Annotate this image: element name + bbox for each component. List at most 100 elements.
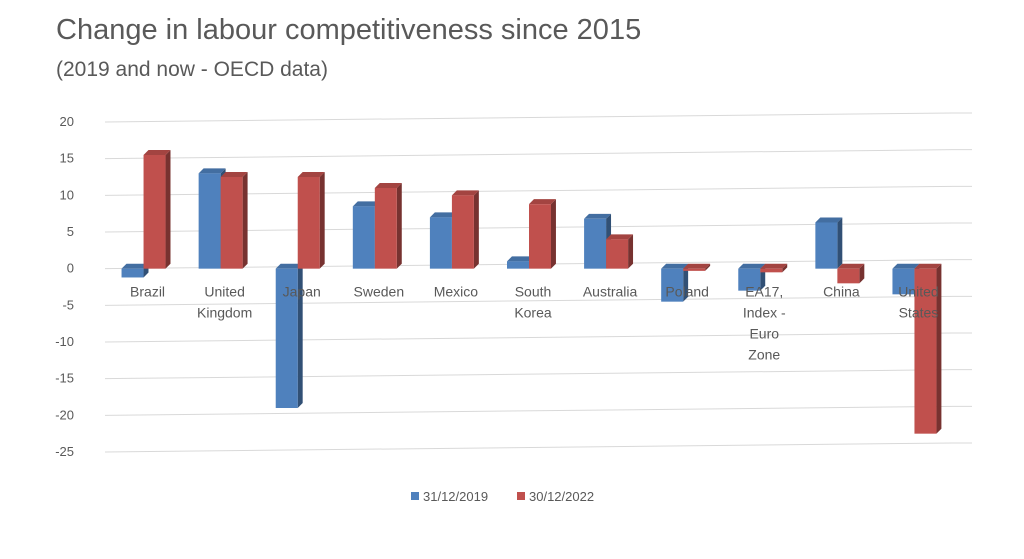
legend-label: 31/12/2019 — [423, 489, 488, 504]
bar — [815, 222, 838, 269]
category-group — [661, 263, 711, 302]
category-label: EA17, Index -Euro Zone — [743, 284, 786, 363]
legend: 31/12/2019 30/12/2022 — [411, 489, 594, 504]
bar-top — [275, 263, 303, 269]
bar-top — [837, 263, 865, 269]
legend-item: 30/12/2022 — [517, 489, 594, 504]
bar-side — [165, 150, 171, 269]
category-label: China — [823, 284, 860, 300]
y-tick-label: 20 — [60, 114, 74, 129]
bar — [892, 268, 915, 295]
bar-top — [374, 183, 402, 188]
category-group — [584, 213, 634, 269]
bar — [738, 268, 761, 291]
category-group — [275, 172, 325, 408]
bar-side — [551, 199, 556, 269]
category-label: Australia — [583, 284, 638, 300]
gridline — [104, 369, 954, 380]
legend-swatch — [517, 492, 525, 500]
category-label: Sweden — [354, 284, 405, 300]
bar-side — [782, 263, 788, 273]
gridline — [104, 405, 954, 416]
bar — [297, 177, 320, 269]
bar — [606, 239, 629, 269]
bar-top — [529, 199, 556, 205]
bar-top — [584, 213, 612, 219]
bar-side — [473, 190, 479, 269]
chart-title: Change in labour competitiveness since 2… — [56, 14, 642, 46]
bar-top — [429, 212, 457, 218]
bar-top — [121, 263, 149, 269]
bar — [198, 173, 221, 269]
bar-top — [606, 234, 634, 240]
bar-side — [936, 263, 942, 434]
category-label: United Kingdom — [197, 284, 252, 321]
bar-top — [760, 263, 788, 269]
bar-top — [661, 263, 689, 269]
category-label: United States — [898, 284, 938, 321]
bar — [760, 268, 783, 273]
category-label: Japan — [283, 284, 321, 300]
category-group — [121, 150, 171, 278]
category-group — [892, 263, 942, 434]
category-group — [815, 217, 865, 284]
y-tick-label: 5 — [67, 224, 74, 239]
y-tick-label: 15 — [60, 151, 74, 166]
bar-top — [451, 190, 479, 196]
bar-side — [242, 172, 248, 269]
category-group — [198, 168, 248, 269]
legend-swatch — [411, 492, 419, 500]
gridline — [104, 295, 954, 306]
y-tick-label: -25 — [55, 444, 74, 459]
chart-subtitle: (2019 and now - OECD data) — [56, 58, 328, 81]
bar-side — [628, 234, 634, 269]
bar-top — [143, 150, 171, 155]
y-tick-label: -20 — [55, 407, 74, 422]
bar — [374, 188, 397, 269]
y-axis-ticks: 20 15 10 5 0 -5 -10 -15 -20 -25 — [55, 114, 74, 459]
category-group — [352, 183, 402, 269]
bar — [507, 261, 529, 269]
bar-side — [705, 263, 711, 271]
bar-side — [683, 263, 689, 302]
y-tick-label: -15 — [55, 371, 74, 386]
bar-top — [220, 172, 248, 177]
bar-top — [892, 263, 920, 269]
bar-side — [396, 183, 402, 269]
legend-item: 31/12/2019 — [411, 489, 488, 504]
bar — [429, 217, 452, 269]
category-label: Brazil — [130, 284, 165, 300]
bar — [275, 268, 298, 408]
category-group — [507, 199, 556, 269]
bar-side — [297, 263, 303, 408]
category-labels: Brazil United Kingdom Japan Sweden Mexico Sout… — [130, 284, 939, 363]
gridline — [104, 149, 954, 160]
bar — [837, 268, 860, 284]
y-tick-label: -10 — [55, 334, 74, 349]
bar-top — [914, 263, 942, 269]
bar-top — [297, 172, 325, 177]
gridline — [104, 112, 954, 123]
gridline — [104, 332, 954, 343]
bar — [529, 204, 551, 269]
bar — [661, 268, 684, 302]
y-tick-label: -5 — [62, 297, 74, 312]
bar — [220, 177, 243, 269]
category-group — [738, 263, 788, 291]
category-label: South Korea — [514, 284, 552, 321]
y-tick-label: 10 — [60, 187, 74, 202]
category-group — [429, 190, 479, 269]
legend-label: 30/12/2022 — [529, 489, 594, 504]
bar-top — [507, 256, 534, 262]
bar — [451, 195, 474, 269]
bar-top — [815, 217, 843, 223]
bar-top — [198, 168, 226, 174]
bar — [352, 206, 375, 269]
bar-side — [319, 172, 325, 269]
bar — [121, 268, 144, 278]
y-tick-label: 0 — [67, 261, 74, 276]
gridline — [104, 442, 954, 453]
category-label: Poland — [665, 284, 709, 300]
bar — [143, 155, 166, 269]
